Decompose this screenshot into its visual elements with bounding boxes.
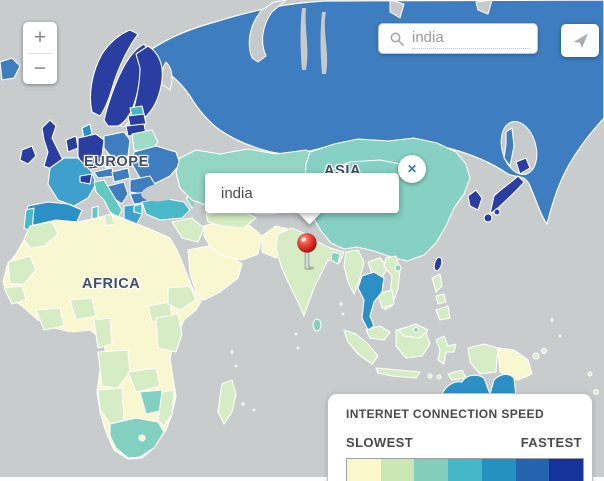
legend-title: INTERNET CONNECTION SPEED [346, 407, 545, 421]
search-input[interactable] [412, 28, 530, 49]
legend-card: INTERNET CONNECTION SPEED SLOWEST FASTES… [327, 393, 593, 481]
legend-swatch [448, 459, 482, 481]
map-label-africa: AFRICA [82, 276, 141, 292]
legend-swatch [481, 459, 516, 481]
close-icon: ✕ [406, 162, 418, 176]
legend-max-label: FASTEST [520, 435, 582, 450]
ocean-islets [230, 302, 562, 412]
tooltip-close-button[interactable]: ✕ [398, 155, 426, 183]
zoom-out-button[interactable]: − [33, 56, 47, 80]
search-box [378, 23, 538, 54]
zoom-control-divider [27, 53, 53, 54]
legend-swatch [414, 459, 449, 481]
zoom-in-button[interactable]: + [33, 25, 47, 49]
search-submit-button[interactable] [561, 24, 599, 57]
tooltip-text: india [221, 184, 253, 202]
legend-swatch [380, 459, 415, 481]
legend-swatch [347, 459, 381, 481]
page-bottom-strip [0, 477, 604, 481]
location-pin[interactable] [297, 233, 317, 271]
map-label-europe: EUROPE [84, 154, 149, 170]
legend-swatch [549, 459, 584, 481]
search-icon [390, 32, 404, 46]
paper-plane-icon [573, 33, 588, 48]
legend-color-scale [346, 458, 584, 481]
map-tooltip: india [205, 173, 399, 213]
zoom-control: + − [23, 22, 57, 84]
legend-swatch [515, 459, 550, 481]
legend-min-label: SLOWEST [346, 435, 414, 450]
region-africa [2, 213, 237, 460]
